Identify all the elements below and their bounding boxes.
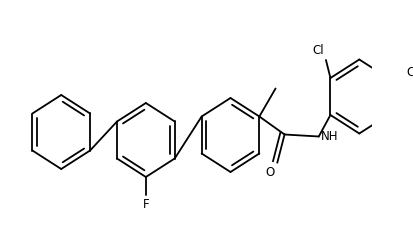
Text: Cl: Cl <box>313 44 324 57</box>
Text: F: F <box>142 198 149 211</box>
Text: Cl: Cl <box>406 67 413 79</box>
Text: NH: NH <box>320 130 338 143</box>
Text: O: O <box>266 166 275 180</box>
